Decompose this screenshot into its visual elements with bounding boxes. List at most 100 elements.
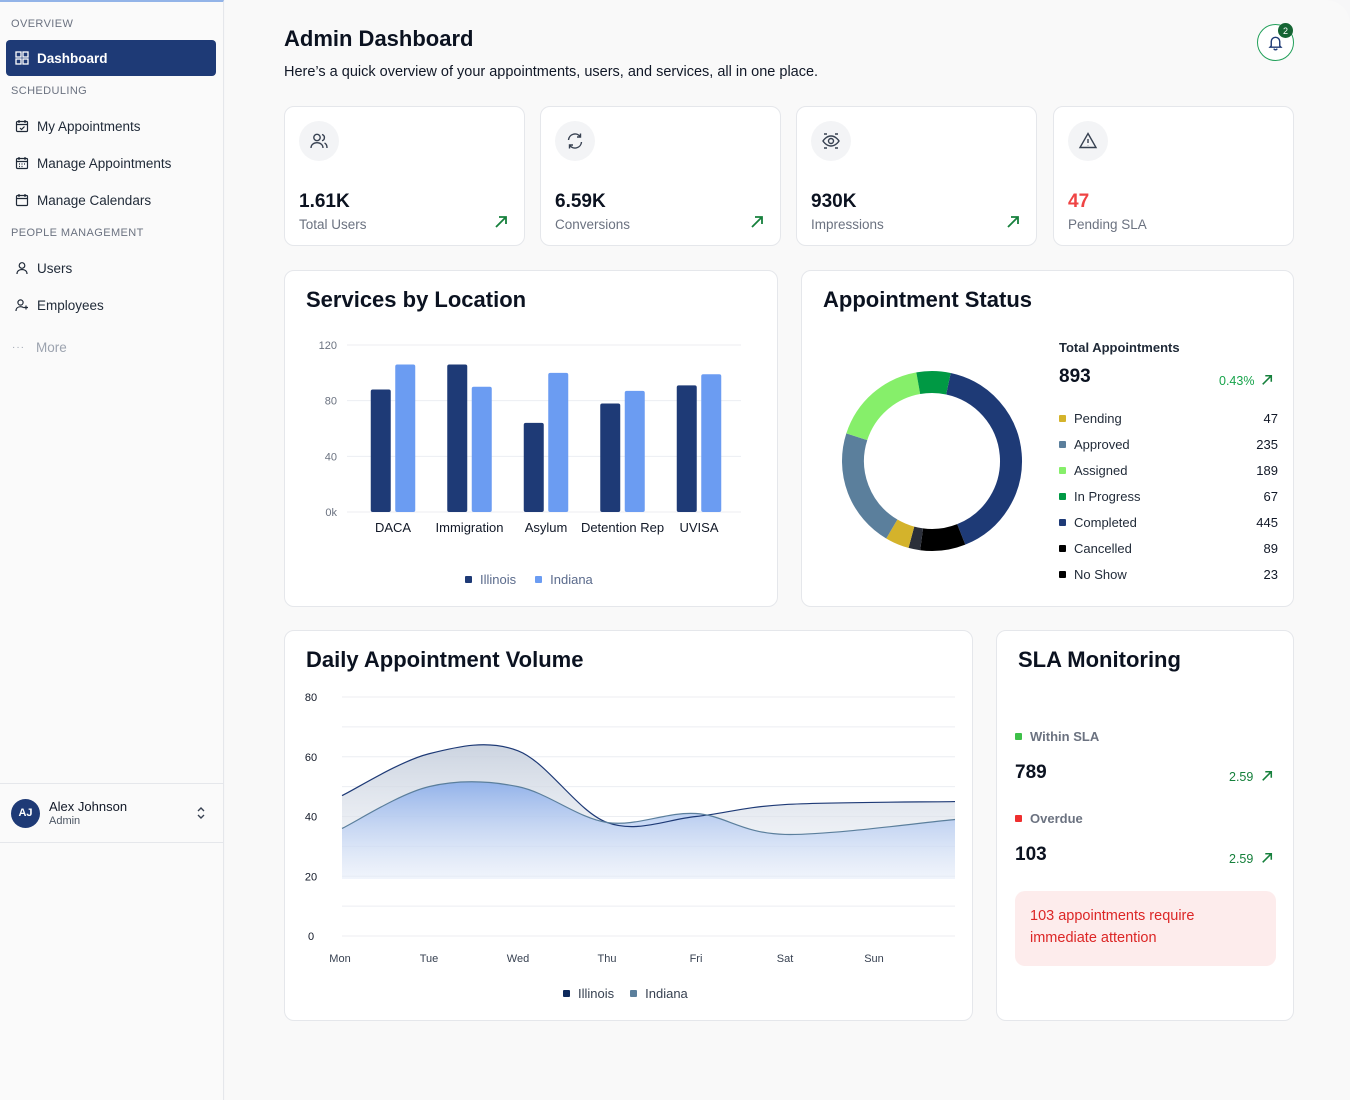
- sidebar-item-manage-calendars[interactable]: Manage Calendars: [6, 182, 216, 218]
- section-label-people: PEOPLE MANAGEMENT: [11, 227, 144, 239]
- legend-swatch: [1059, 544, 1066, 552]
- y-tick-label: 0k: [325, 507, 337, 519]
- sidebar-item-label: My Appointments: [37, 118, 141, 134]
- sidebar-item-label: Users: [37, 260, 73, 276]
- bar-illinois: [600, 403, 621, 512]
- status-count: 47: [1263, 410, 1278, 426]
- x-tick-label: UVISA: [679, 520, 718, 535]
- y-tick-label: 0: [308, 931, 314, 943]
- services-by-location-card: Services by Location 120 80 40 0k DACA Immigr…: [284, 270, 778, 607]
- notifications-button[interactable]: [1257, 24, 1294, 61]
- overdue-value: 103: [1015, 844, 1047, 865]
- total-appointments-label: Total Appointments: [1059, 340, 1180, 355]
- y-tick-label: 40: [305, 812, 317, 824]
- bar-legend: Illinois Indiana: [465, 572, 593, 587]
- refresh-icon: [555, 121, 595, 161]
- appointment-status-card: Appointment Status Total Appointments 89…: [801, 270, 1294, 607]
- sidebar: OVERVIEW Dashboard SCHEDULING My Appoint…: [0, 0, 224, 1100]
- status-count: 89: [1263, 540, 1278, 556]
- legend-swatch-illinois: [465, 576, 472, 583]
- status-count: 445: [1256, 514, 1278, 530]
- total-appointments-change: 0.43%: [1219, 374, 1255, 388]
- legend-label-illinois: Illinois: [578, 986, 615, 1001]
- overdue-change: 2.59: [1229, 852, 1254, 866]
- sidebar-item-my-appointments[interactable]: My Appointments: [6, 108, 216, 144]
- legend-label-illinois: Illinois: [480, 572, 517, 587]
- card-title: Appointment Status: [823, 287, 1032, 312]
- avatar: AJ: [11, 798, 40, 828]
- stat-card-impressions: 930K Impressions: [796, 106, 1037, 246]
- warning-icon: [1068, 121, 1108, 161]
- bar-illinois: [447, 364, 468, 512]
- donut-slice-no-show: [908, 526, 924, 551]
- sidebar-item-dashboard[interactable]: Dashboard: [6, 40, 216, 76]
- sidebar-item-label: More: [36, 340, 67, 355]
- x-tick-label: Detention Rep: [581, 520, 664, 535]
- section-label-scheduling: SCHEDULING: [11, 85, 88, 97]
- legend-swatch: [1059, 492, 1066, 500]
- stat-label: Total Users: [299, 217, 367, 232]
- status-legend-list: Pending 47 Approved 235 Assigned 189 In Progre…: [1059, 405, 1278, 587]
- daily-volume-area-chart: 80 60 40 20 0 Mon Tue Wed Thu Fri Sat Sun: [305, 692, 956, 965]
- sidebar-item-manage-appointments[interactable]: Manage Appointments: [6, 145, 216, 181]
- x-tick-label: Wed: [507, 953, 529, 965]
- within-sla-value: 789: [1015, 762, 1047, 783]
- x-tick-label: Immigration: [436, 520, 504, 535]
- status-legend-item: In Progress 67: [1059, 483, 1278, 509]
- sidebar-item-more[interactable]: ··· More: [12, 340, 67, 355]
- x-tick-label: Sat: [777, 953, 794, 965]
- within-sla-label-row: Within SLA: [1015, 729, 1099, 744]
- trend-up-arrow-icon: [751, 216, 763, 228]
- trend-up-arrow-icon: [1262, 852, 1273, 863]
- status-name: Cancelled: [1074, 540, 1132, 556]
- user-icon: [16, 262, 28, 275]
- trend-up-arrow-icon: [1007, 216, 1019, 228]
- sidebar-item-users[interactable]: Users: [6, 250, 216, 286]
- stat-value: 1.61K: [299, 191, 350, 212]
- user-role: Admin: [49, 815, 81, 827]
- user-menu[interactable]: AJ Alex Johnson Admin: [0, 783, 224, 843]
- daily-volume-card: Daily Appointment Volume 80 60 40 20 0 Mon Tue…: [284, 630, 973, 1021]
- status-name: No Show: [1074, 566, 1127, 582]
- grid-icon: [15, 51, 29, 65]
- y-tick-label: 80: [325, 396, 337, 408]
- card-title: SLA Monitoring: [1018, 647, 1181, 672]
- x-tick-label: Thu: [598, 953, 617, 965]
- legend-swatch: [1059, 518, 1066, 526]
- section-label-overview: OVERVIEW: [11, 18, 74, 30]
- status-count: 23: [1263, 566, 1278, 582]
- status-legend-item: Completed 445: [1059, 509, 1278, 535]
- donut-slice-completed: [945, 372, 1022, 545]
- status-name: Approved: [1074, 436, 1130, 452]
- y-tick-label: 60: [305, 752, 317, 764]
- stat-value: 930K: [811, 191, 857, 212]
- bar-illinois: [370, 389, 391, 512]
- legend-label-indiana: Indiana: [645, 986, 688, 1001]
- y-tick-label: 40: [325, 451, 337, 463]
- stat-card-total-users: 1.61K Total Users: [284, 106, 525, 246]
- more-dots-icon: ···: [12, 342, 25, 353]
- overdue-swatch: [1015, 815, 1022, 822]
- donut-slice-approved: [842, 433, 898, 539]
- y-tick-label: 20: [305, 871, 317, 883]
- x-tick-label: Tue: [420, 953, 439, 965]
- stat-value: 6.59K: [555, 191, 606, 212]
- x-tick-label: DACA: [375, 520, 411, 535]
- users-icon: [299, 121, 339, 161]
- donut-slice-pending: [886, 519, 915, 548]
- sidebar-item-label: Manage Calendars: [37, 192, 152, 208]
- bar-indiana: [471, 386, 492, 512]
- eye-icon: [811, 121, 851, 161]
- trend-up-arrow-icon: [1262, 770, 1273, 781]
- sla-alert-message: 103 appointments require immediate atten…: [1015, 891, 1276, 966]
- donut-slice-assigned: [846, 372, 921, 441]
- status-name: Pending: [1074, 410, 1122, 426]
- sidebar-item-employees[interactable]: Employees: [6, 287, 216, 323]
- x-tick-label: Sun: [864, 953, 884, 965]
- status-legend-item: Assigned 189: [1059, 457, 1278, 483]
- status-name: Assigned: [1074, 462, 1128, 478]
- x-tick-label: Fri: [690, 953, 703, 965]
- bar-indiana: [548, 372, 569, 512]
- area-legend: Illinois Indiana: [563, 986, 688, 1001]
- chevron-up-down-icon[interactable]: [194, 804, 208, 822]
